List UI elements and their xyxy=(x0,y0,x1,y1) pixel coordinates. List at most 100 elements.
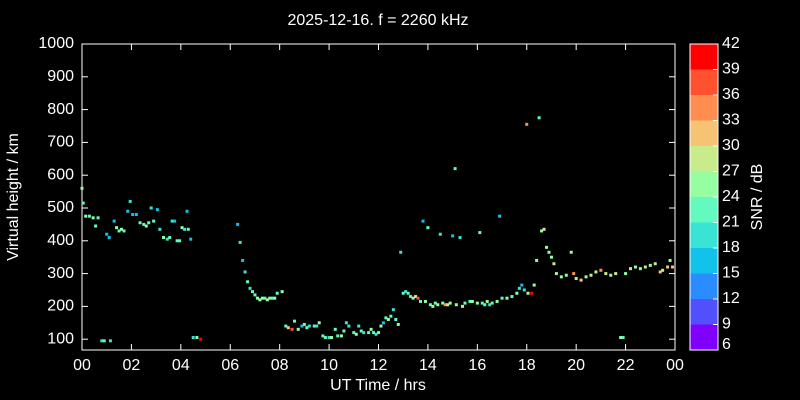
y-tick-label: 100 xyxy=(47,330,74,347)
data-point xyxy=(162,236,166,240)
data-point xyxy=(330,336,334,340)
data-point xyxy=(480,301,484,305)
data-point xyxy=(426,226,430,230)
data-point xyxy=(495,299,499,303)
data-point xyxy=(246,280,250,284)
data-point xyxy=(175,239,179,243)
data-point xyxy=(359,329,363,333)
data-point xyxy=(409,295,413,299)
x-tick-label: 20 xyxy=(567,357,585,374)
data-point xyxy=(549,255,553,259)
data-point xyxy=(155,208,159,212)
data-point xyxy=(268,296,272,300)
colorbar-tick-label: 33 xyxy=(722,112,740,129)
data-point xyxy=(255,296,259,300)
data-point xyxy=(253,293,257,297)
data-point xyxy=(454,303,458,307)
data-point xyxy=(315,324,319,328)
data-point xyxy=(526,291,530,295)
data-point xyxy=(500,296,504,300)
data-point xyxy=(485,299,489,303)
data-point xyxy=(292,319,296,323)
data-point xyxy=(478,231,482,235)
colorbar-tick-label: 39 xyxy=(722,61,740,78)
data-point xyxy=(273,296,277,300)
data-point xyxy=(404,290,408,294)
data-point xyxy=(436,303,440,307)
data-point xyxy=(666,265,670,269)
data-point xyxy=(183,227,187,231)
data-point xyxy=(542,227,546,231)
data-point xyxy=(441,301,445,305)
data-point xyxy=(142,222,146,226)
data-point xyxy=(379,324,383,328)
data-point xyxy=(386,317,390,321)
data-point xyxy=(446,303,450,307)
data-point xyxy=(604,272,608,276)
data-point xyxy=(280,290,284,294)
data-point xyxy=(263,296,267,300)
data-point xyxy=(619,336,623,340)
data-point xyxy=(168,236,172,240)
data-point xyxy=(540,229,544,233)
data-point xyxy=(275,291,279,295)
data-point xyxy=(431,304,435,308)
data-point xyxy=(186,227,190,231)
data-point xyxy=(286,326,290,330)
data-point xyxy=(488,303,492,307)
data-point xyxy=(453,167,457,171)
data-point xyxy=(483,303,487,307)
data-point xyxy=(149,206,153,210)
data-point xyxy=(599,268,603,272)
chart-title: 2025-12-16. f = 2260 kHz xyxy=(287,12,468,29)
data-point xyxy=(152,219,156,223)
data-point xyxy=(185,209,189,213)
data-point xyxy=(241,258,245,262)
data-point xyxy=(178,239,182,243)
data-point xyxy=(300,324,304,328)
y-tick-label: 400 xyxy=(47,232,74,249)
data-point xyxy=(609,273,613,277)
data-point xyxy=(638,267,642,271)
data-point xyxy=(579,278,583,282)
x-axis-label: UT Time / hrs xyxy=(330,377,426,394)
data-point xyxy=(105,232,109,236)
data-point xyxy=(144,224,148,228)
colorbar-swatch xyxy=(690,69,718,95)
data-point xyxy=(189,237,193,241)
data-point xyxy=(668,258,672,262)
data-point xyxy=(554,272,558,276)
data-point xyxy=(515,291,519,295)
colorbar-tick-label: 6 xyxy=(722,336,731,353)
data-point xyxy=(468,299,472,303)
x-tick-label: 02 xyxy=(123,357,141,374)
data-point xyxy=(321,334,325,338)
data-point xyxy=(305,326,309,330)
data-point xyxy=(428,303,432,307)
data-point xyxy=(564,273,568,277)
x-tick-label: 10 xyxy=(320,357,338,374)
plot-frame xyxy=(81,43,676,351)
data-point xyxy=(173,219,177,223)
data-point xyxy=(120,227,124,231)
data-point xyxy=(96,216,100,220)
data-point xyxy=(87,214,91,218)
data-point xyxy=(522,288,526,292)
data-point xyxy=(138,221,142,225)
data-point xyxy=(195,336,199,340)
data-point xyxy=(317,321,321,325)
data-point xyxy=(258,298,262,302)
colorbar-tick-label: 15 xyxy=(722,265,740,282)
data-point xyxy=(284,324,288,328)
data-point xyxy=(505,296,509,300)
data-point xyxy=(475,301,479,305)
y-tick-label: 1000 xyxy=(38,35,74,52)
data-point xyxy=(238,240,242,244)
data-point xyxy=(342,329,346,333)
data-point xyxy=(170,219,174,223)
colorbar-tick-label: 18 xyxy=(722,239,740,256)
x-tick-label: 00 xyxy=(666,357,684,374)
data-point xyxy=(520,283,524,287)
data-point xyxy=(333,327,337,331)
